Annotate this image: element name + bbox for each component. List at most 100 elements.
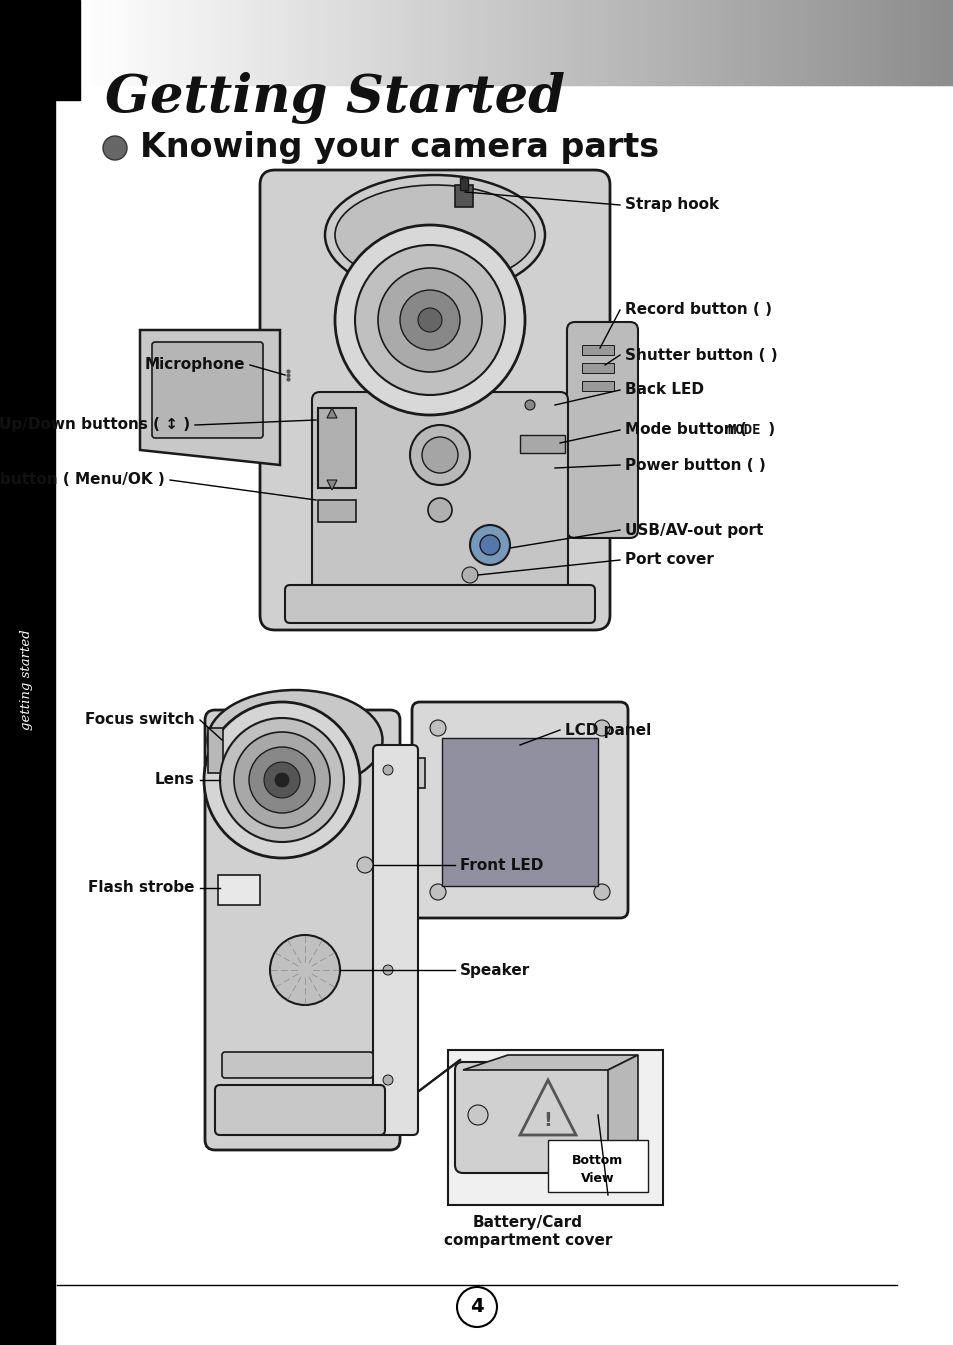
Bar [226, 0, 230, 85]
Bar [679, 0, 683, 85]
Bar [898, 0, 902, 85]
Bar [490, 0, 495, 85]
Bar [581, 346, 614, 355]
Bar [845, 0, 849, 85]
Bar [144, 0, 148, 85]
Bar [834, 0, 838, 85]
Bar [106, 0, 110, 85]
Bar [738, 0, 741, 85]
FancyBboxPatch shape [412, 702, 627, 919]
Bar [426, 0, 430, 85]
Bar [618, 0, 622, 85]
Bar [560, 0, 564, 85]
Bar [229, 0, 233, 85]
Bar [563, 0, 567, 85]
Bar [825, 0, 829, 85]
Bar [167, 0, 172, 85]
Bar [770, 0, 774, 85]
Bar [193, 0, 197, 85]
Bar [450, 0, 454, 85]
Bar [304, 0, 308, 85]
Bar [118, 0, 122, 85]
Bar [528, 0, 532, 85]
Bar [461, 0, 465, 85]
Bar [342, 0, 346, 85]
Bar [249, 0, 253, 85]
Text: Lens: Lens [155, 772, 194, 788]
Bar [278, 0, 282, 85]
Bar [121, 0, 125, 85]
Bar [406, 0, 410, 85]
Bar [779, 0, 782, 85]
Text: MODE: MODE [726, 422, 760, 437]
Bar [868, 0, 873, 85]
Bar [781, 0, 785, 85]
Bar [547, 1141, 647, 1192]
Bar [662, 0, 666, 85]
Bar [281, 0, 285, 85]
Bar [252, 0, 255, 85]
FancyBboxPatch shape [455, 1063, 616, 1173]
Bar [840, 0, 843, 85]
Bar [97, 0, 101, 85]
Bar [616, 0, 619, 85]
Bar [386, 0, 390, 85]
Bar [246, 0, 250, 85]
Bar [502, 0, 506, 85]
Bar [173, 0, 177, 85]
Bar [318, 0, 322, 85]
Bar [345, 0, 349, 85]
Bar [354, 0, 357, 85]
Bar [196, 0, 200, 85]
Text: USB/AV-out port: USB/AV-out port [624, 522, 762, 538]
Bar [481, 0, 485, 85]
Bar [647, 0, 651, 85]
Bar [659, 0, 663, 85]
Bar [497, 0, 500, 85]
Bar [112, 0, 116, 85]
Bar [525, 0, 529, 85]
Bar [432, 0, 436, 85]
Bar [715, 0, 719, 85]
Bar [150, 0, 153, 85]
Bar [395, 0, 398, 85]
Text: Mode button (: Mode button ( [624, 422, 751, 437]
Circle shape [594, 720, 609, 736]
Bar [441, 738, 598, 886]
Bar [420, 0, 424, 85]
Bar [755, 0, 759, 85]
Circle shape [249, 746, 314, 812]
Bar [429, 0, 433, 85]
Bar [188, 0, 192, 85]
Bar [272, 0, 276, 85]
Bar [234, 0, 238, 85]
Bar [923, 0, 928, 85]
Bar [598, 0, 602, 85]
Bar [950, 0, 953, 85]
Bar [243, 0, 247, 85]
Bar [657, 0, 660, 85]
Text: Record button ( ): Record button ( ) [624, 303, 771, 317]
Bar [185, 0, 189, 85]
FancyBboxPatch shape [214, 1085, 385, 1135]
Bar [447, 0, 451, 85]
Bar [641, 0, 645, 85]
Bar [822, 0, 826, 85]
Bar [534, 0, 537, 85]
Bar [708, 0, 713, 85]
Bar [356, 0, 360, 85]
Circle shape [355, 245, 504, 395]
Bar [132, 0, 136, 85]
Bar [371, 0, 375, 85]
Bar [531, 0, 535, 85]
Bar [702, 0, 706, 85]
Ellipse shape [335, 186, 535, 285]
Circle shape [461, 568, 477, 582]
Bar [254, 0, 258, 85]
Bar [586, 0, 590, 85]
Bar [918, 0, 922, 85]
Bar [171, 0, 174, 85]
Bar [578, 0, 581, 85]
Bar [933, 0, 937, 85]
Bar [854, 0, 858, 85]
